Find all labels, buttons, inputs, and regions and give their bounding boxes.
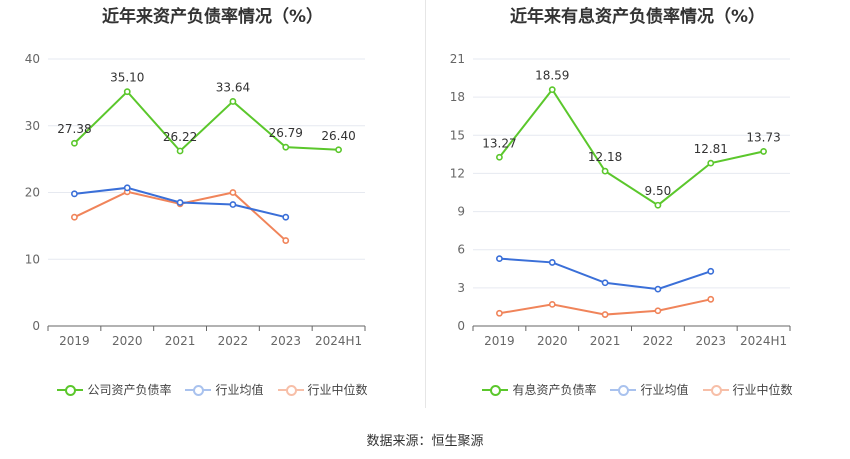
data-point bbox=[707, 295, 715, 303]
legend-left: 公司资产负债率 行业均值 行业中位数 bbox=[0, 381, 425, 398]
legend-right: 有息资产负债率 行业均值 行业中位数 bbox=[425, 381, 850, 398]
data-point bbox=[71, 213, 78, 221]
x-tick-label: 2024H1 bbox=[315, 334, 362, 348]
legend-item-industry-median[interactable]: 行业中位数 bbox=[277, 381, 368, 398]
x-tick-label: 2020 bbox=[112, 334, 143, 348]
x-tick-label: 2021 bbox=[165, 334, 196, 348]
legend-item-company-ratio[interactable]: 公司资产负债率 bbox=[57, 381, 171, 398]
data-point bbox=[282, 143, 290, 151]
data-label: 12.81 bbox=[694, 142, 728, 156]
data-label: 13.27 bbox=[482, 136, 516, 150]
data-point bbox=[229, 189, 237, 196]
legend-marker-icon bbox=[482, 383, 509, 397]
data-source: 数据来源：恒生聚源 bbox=[366, 434, 484, 449]
x-tick-label: 2019 bbox=[484, 334, 515, 348]
data-label: 18.59 bbox=[535, 69, 569, 83]
data-point bbox=[229, 201, 237, 208]
legend-label: 行业中位数 bbox=[307, 383, 368, 397]
series-line-0 bbox=[498, 87, 764, 207]
data-point bbox=[654, 307, 662, 315]
data-point bbox=[601, 167, 609, 175]
data-point bbox=[601, 279, 609, 287]
data-point bbox=[176, 199, 184, 206]
data-label: 26.79 bbox=[269, 126, 303, 140]
y-tick-label: 6 bbox=[457, 243, 465, 257]
legend-marker-icon bbox=[277, 383, 304, 397]
y-tick-label: 15 bbox=[450, 128, 465, 142]
legend-label: 有息资产负债率 bbox=[512, 383, 597, 397]
data-point bbox=[707, 267, 715, 275]
data-label: 9.50 bbox=[645, 184, 672, 198]
data-label: 27.38 bbox=[57, 122, 91, 136]
data-point bbox=[496, 153, 503, 161]
data-label: 33.64 bbox=[216, 80, 250, 94]
legend-item-industry-mean[interactable]: 行业均值 bbox=[185, 381, 264, 398]
y-tick-label: 20 bbox=[25, 186, 40, 200]
x-tick-label: 2023 bbox=[270, 334, 301, 348]
data-point bbox=[548, 300, 556, 308]
y-tick-label: 30 bbox=[25, 119, 40, 133]
x-tick-label: 2020 bbox=[537, 334, 568, 348]
data-point bbox=[335, 146, 342, 154]
data-point bbox=[496, 255, 503, 263]
x-tick-label: 2023 bbox=[695, 334, 726, 348]
x-tick-label: 2024H1 bbox=[740, 334, 787, 348]
data-point bbox=[176, 147, 184, 155]
data-point bbox=[707, 159, 715, 167]
data-point bbox=[282, 213, 290, 221]
legend-label: 行业中位数 bbox=[732, 383, 793, 397]
data-point bbox=[496, 309, 503, 317]
y-tick-label: 12 bbox=[450, 166, 465, 180]
series-line-0 bbox=[73, 90, 339, 153]
data-point bbox=[654, 285, 662, 293]
y-tick-label: 21 bbox=[450, 52, 465, 66]
y-tick-label: 3 bbox=[457, 281, 465, 295]
legend-label: 行业均值 bbox=[215, 383, 264, 397]
chart-panel-left: 近年来资产负债率情况（%） 0 10 20 30 40 2019 2020 2021 2022 2… bbox=[0, 0, 425, 420]
data-label: 35.10 bbox=[110, 71, 144, 85]
data-point bbox=[282, 237, 290, 244]
legend-item-industry-median[interactable]: 行业中位数 bbox=[702, 381, 793, 398]
data-label: 26.40 bbox=[321, 129, 355, 143]
y-tick-label: 0 bbox=[457, 319, 465, 333]
y-tick-label: 40 bbox=[25, 52, 40, 66]
legend-item-interest-ratio[interactable]: 有息资产负债率 bbox=[482, 381, 596, 398]
data-label: 26.22 bbox=[163, 130, 197, 144]
legend-marker-icon bbox=[610, 383, 637, 397]
x-tick-label: 2022 bbox=[218, 334, 249, 348]
data-label: 13.73 bbox=[746, 130, 780, 144]
panel-divider bbox=[425, 0, 426, 408]
legend-label: 公司资产负债率 bbox=[87, 383, 172, 397]
x-tick-label: 2021 bbox=[590, 334, 621, 348]
y-tick-label: 10 bbox=[25, 252, 40, 266]
data-point bbox=[654, 201, 662, 209]
legend-marker-icon bbox=[185, 383, 212, 397]
chart-title-left: 近年来资产负债率情况（%） bbox=[101, 7, 324, 27]
data-point bbox=[548, 259, 556, 266]
data-point bbox=[548, 86, 556, 94]
legend-item-industry-mean[interactable]: 行业均值 bbox=[610, 381, 689, 398]
y-tick-label: 0 bbox=[32, 319, 40, 333]
data-point bbox=[71, 139, 78, 147]
line-chart-left: 0 10 20 30 40 2019 2020 2021 2022 2023 2024H1 27.38… bbox=[25, 52, 366, 348]
x-tick-label: 2022 bbox=[643, 334, 674, 348]
data-point bbox=[229, 98, 237, 105]
legend-marker-icon bbox=[702, 383, 729, 397]
data-point bbox=[601, 311, 609, 318]
x-tick-label: 2019 bbox=[59, 334, 90, 348]
data-label: 12.18 bbox=[588, 150, 622, 164]
data-point bbox=[760, 148, 767, 155]
y-tick-label: 18 bbox=[450, 90, 465, 104]
line-chart-right: 0 3 6 9 12 15 18 21 2019 2020 2021 2022 2023 2024H1 13… bbox=[450, 52, 791, 348]
data-point bbox=[123, 184, 131, 192]
y-tick-label: 9 bbox=[457, 205, 465, 219]
chart-title-right: 近年来有息资产负债率情况（%） bbox=[509, 7, 766, 27]
data-point bbox=[123, 88, 131, 96]
data-point bbox=[71, 190, 78, 198]
chart-panel-right: 近年来有息资产负债率情况（%） 0 3 6 9 12 15 18 21 2019 2020 2021… bbox=[425, 0, 850, 420]
legend-marker-icon bbox=[57, 383, 84, 397]
legend-label: 行业均值 bbox=[640, 383, 689, 397]
